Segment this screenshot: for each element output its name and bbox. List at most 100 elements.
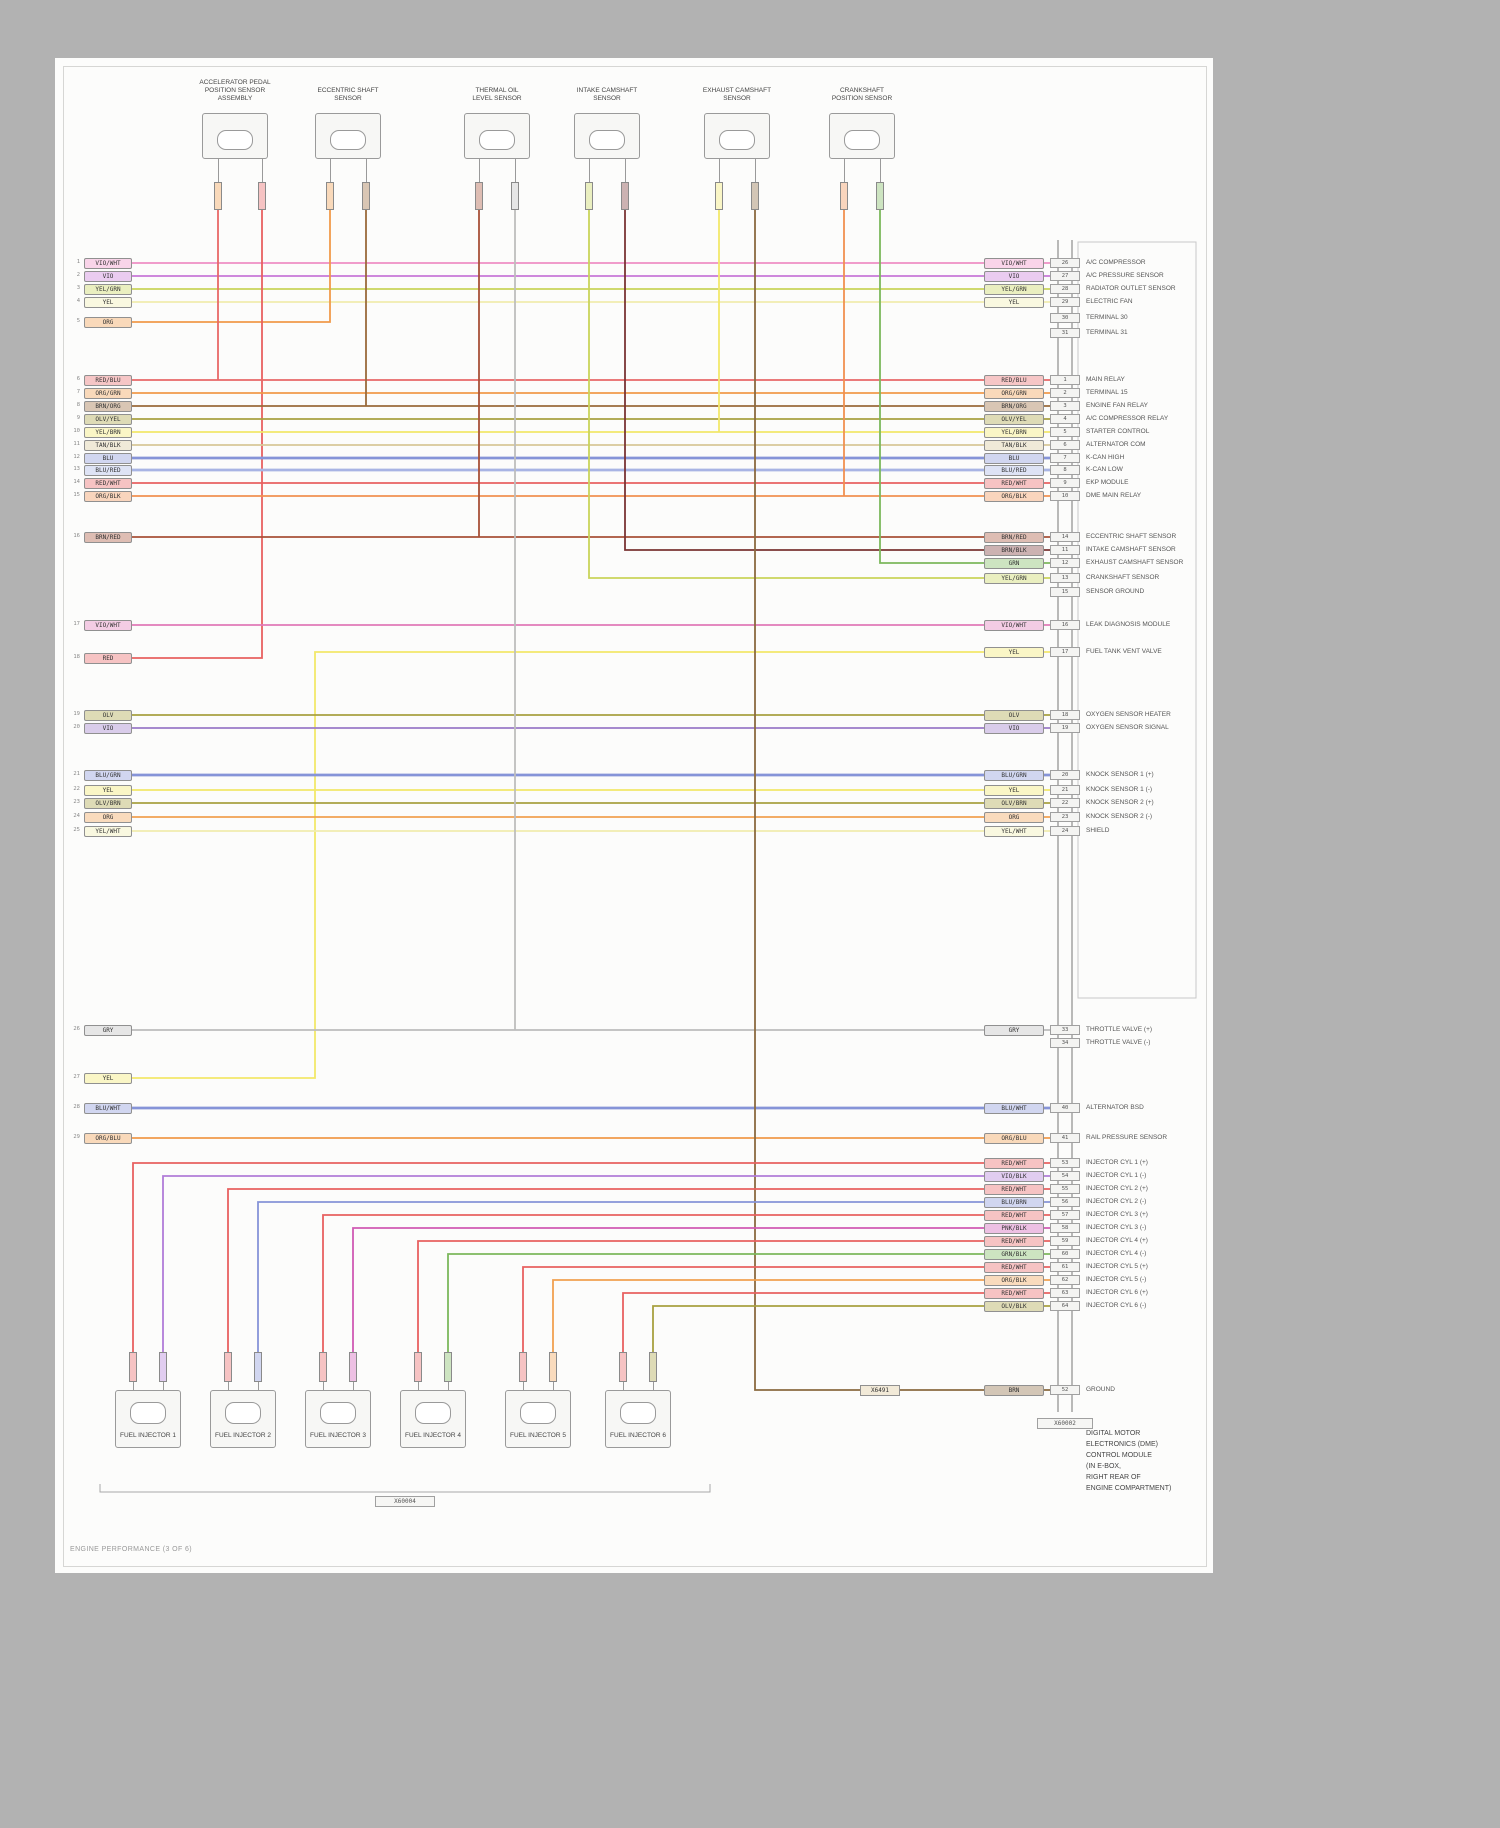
pin-function-text: CRANKSHAFT SENSOR [1086, 574, 1160, 581]
wire-46 [447, 1253, 1058, 1352]
wire-label-right: RED/BLU [984, 374, 1044, 386]
wire-label-left: BRN/RED [84, 531, 132, 543]
component-label-line: ACCELERATOR PEDAL [199, 79, 271, 86]
pin-number-left: 28 [73, 1104, 80, 1110]
component-label-line: LEVEL SENSOR [472, 95, 522, 102]
pin-number-left: 6 [76, 376, 80, 382]
pin-number-left: 25 [73, 827, 80, 833]
component-pin [214, 182, 222, 210]
wire-label-left: RED [84, 652, 132, 664]
wire-label-left: ORG [84, 316, 132, 328]
pin-number-left: 8 [76, 402, 80, 408]
pin-number-left: 1 [76, 259, 80, 265]
module-label-line: ELECTRONICS (DME) [1086, 1441, 1158, 1448]
bus-pin: 18 [1050, 710, 1080, 720]
injector-pin [619, 1352, 627, 1382]
pin-function-text: INJECTOR CYL 1 (-) [1086, 1172, 1147, 1179]
bus-pin: 21 [1050, 785, 1080, 795]
wire-label-left: BLU/RED [84, 464, 132, 476]
bus-pin: 24 [1050, 826, 1080, 836]
pin-function-text: EKP MODULE [1086, 479, 1129, 486]
component-pin-stub [879, 159, 881, 182]
bus-pin: 60 [1050, 1249, 1080, 1259]
wire-label-left: VIO/WHT [84, 619, 132, 631]
component-pin [585, 182, 593, 210]
wire-label-right: RED/WHT [984, 1157, 1044, 1169]
wire-label-right: VIO/WHT [984, 619, 1044, 631]
wire-label-right: ORG/GRN [984, 387, 1044, 399]
wire-label-left: BLU [84, 452, 132, 464]
bus-pin: 61 [1050, 1262, 1080, 1272]
pin-function-text: INJECTOR CYL 2 (-) [1086, 1198, 1147, 1205]
pin-number-left: 12 [73, 454, 80, 460]
wire-5 [112, 210, 263, 659]
wire-49 [622, 1292, 1058, 1352]
component-label-line: SENSOR [723, 95, 751, 102]
injector-connector-label: X60004 [375, 1496, 435, 1507]
component-pin-stub [514, 159, 516, 182]
bus-pin: 17 [1050, 647, 1080, 657]
wire-label-left: YEL/BRN [84, 426, 132, 438]
wire-label-left: TAN/BLK [84, 439, 132, 451]
bus-pin: 7 [1050, 453, 1080, 463]
bus-pin: 31 [1050, 328, 1080, 338]
pin-function-text: ALTERNATOR COM [1086, 441, 1146, 448]
component-label-line: POSITION SENSOR [204, 87, 266, 94]
component-label-line: ECCENTRIC SHAFT [317, 87, 379, 94]
wire-label-right: PNK/BLK [984, 1222, 1044, 1234]
module-label-line: DIGITAL MOTOR [1086, 1430, 1141, 1437]
component-pin [751, 182, 759, 210]
pin-function-text: INJECTOR CYL 5 (-) [1086, 1276, 1147, 1283]
pin-number-left: 23 [73, 799, 80, 805]
injector-label: FUEL INJECTOR 1 [120, 1432, 176, 1439]
pin-function-text: MAIN RELAY [1086, 376, 1125, 383]
component-pin-stub [329, 159, 331, 182]
pin-number-left: 13 [73, 466, 80, 472]
wire-label-right: OLV/BRN [984, 797, 1044, 809]
module-label-line: CONTROL MODULE [1086, 1452, 1152, 1459]
pin-function-text: K-CAN LOW [1086, 466, 1123, 473]
wire-label-right: RED/WHT [984, 1261, 1044, 1273]
wire-label-right: GRN/BLK [984, 1248, 1044, 1260]
wire-label-right: BRN [984, 1384, 1044, 1396]
pin-function-text: KNOCK SENSOR 2 (-) [1086, 813, 1153, 820]
injector-bracket [99, 1484, 711, 1493]
wire-label-right: BLU/WHT [984, 1102, 1044, 1114]
bus-pin: 33 [1050, 1025, 1080, 1035]
wire-label-right: RED/WHT [984, 1183, 1044, 1195]
injector-label: FUEL INJECTOR 2 [215, 1432, 271, 1439]
wire-label-right: VIO [984, 722, 1044, 734]
pin-function-text: OXYGEN SENSOR SIGNAL [1086, 724, 1169, 731]
pin-number-left: 19 [73, 711, 80, 717]
bus-pin: 10 [1050, 491, 1080, 501]
injector-pin [519, 1352, 527, 1382]
injector-pin [444, 1352, 452, 1382]
wire-47 [522, 1266, 1058, 1352]
injector-pin [224, 1352, 232, 1382]
wire-label-left: OLV/YEL [84, 413, 132, 425]
component-label-line: INTAKE CAMSHAFT [576, 87, 638, 94]
pin-function-text: ECCENTRIC SHAFT SENSOR [1086, 533, 1177, 540]
injector-connector [130, 1402, 166, 1424]
pin-function-text: KNOCK SENSOR 1 (+) [1086, 771, 1154, 778]
injector-pin-stub [522, 1382, 524, 1390]
pin-number-left: 26 [73, 1026, 80, 1032]
wire-label-left: ORG [84, 811, 132, 823]
component-connector [589, 130, 625, 150]
component-box [202, 113, 268, 159]
injector-label: FUEL INJECTOR 5 [510, 1432, 566, 1439]
page-title: ENGINE PERFORMANCE (3 OF 6) [70, 1546, 193, 1553]
wire-label-left: ORG/BLK [84, 490, 132, 502]
pin-number-left: 9 [76, 415, 80, 421]
injector-pin [349, 1352, 357, 1382]
wire-label-right: RED/WHT [984, 1209, 1044, 1221]
component-label-line: ASSEMBLY [217, 95, 253, 102]
module-label-line: ENGINE COMPARTMENT) [1086, 1485, 1172, 1492]
wire-label-right: VIO [984, 270, 1044, 282]
wire-label-right: OLV/BLK [984, 1300, 1044, 1312]
pin-function-text: A/C COMPRESSOR [1086, 259, 1146, 266]
wire-label-right: YEL [984, 784, 1044, 796]
pin-function-text: EXHAUST CAMSHAFT SENSOR [1086, 559, 1184, 566]
bus-pin: 28 [1050, 284, 1080, 294]
pin-function-text: INJECTOR CYL 2 (+) [1086, 1185, 1148, 1192]
